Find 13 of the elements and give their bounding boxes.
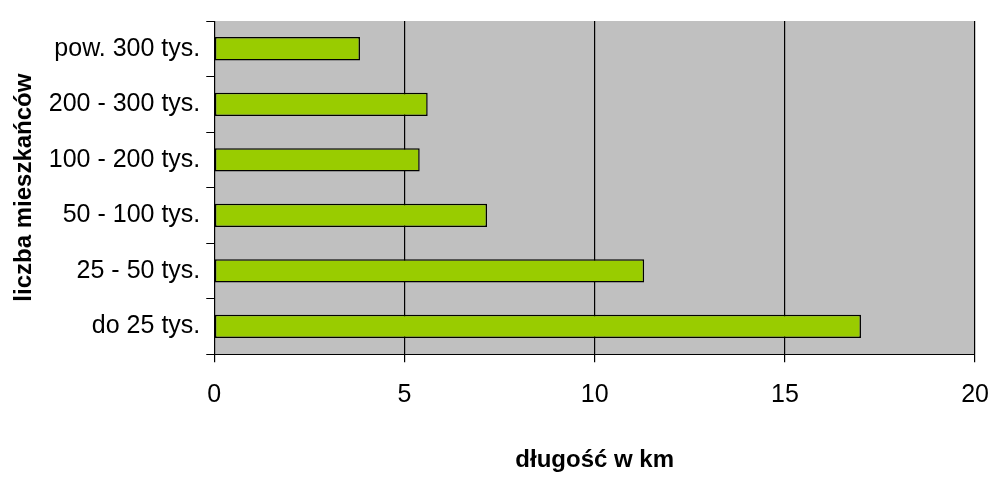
x-tick-label: 10 <box>580 379 609 408</box>
x-tick-label: 20 <box>961 379 989 408</box>
y-tick-label: do 25 tys. <box>91 310 201 339</box>
y-tick-label: 200 - 300 tys. <box>48 88 201 117</box>
y-tick-label: 50 - 100 tys. <box>62 199 201 228</box>
x-tick-label: 0 <box>207 379 222 408</box>
y-tick-label: pow. 300 tys. <box>54 32 201 61</box>
y-tick-label: 25 - 50 tys. <box>76 254 201 283</box>
x-axis-title: długość w km <box>515 445 675 473</box>
y-tick-label: 100 - 200 tys. <box>48 143 201 172</box>
y-axis-title: liczba mieszkańców <box>9 73 37 302</box>
x-tick-label: 5 <box>397 379 412 408</box>
x-tick-label: 15 <box>770 379 799 408</box>
